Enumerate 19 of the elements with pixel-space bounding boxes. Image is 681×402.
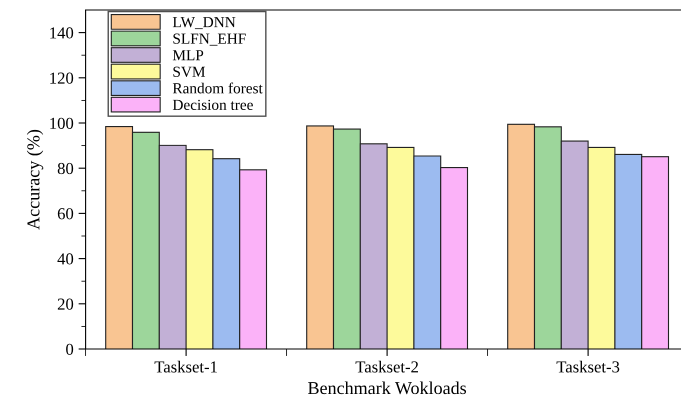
legend-label: Decision tree bbox=[172, 100, 253, 110]
y-tick-label: 20 bbox=[58, 298, 74, 310]
y-tick-label: 80 bbox=[58, 162, 74, 174]
x-tick-label: Taskset-1 bbox=[154, 360, 217, 373]
y-tick-label: 40 bbox=[57, 253, 74, 265]
legend-label: LW_DNN bbox=[172, 17, 236, 30]
legend-label: Random forest bbox=[172, 82, 263, 94]
legend-label: SVM bbox=[173, 66, 206, 77]
y-tick-label: 100 bbox=[50, 118, 74, 129]
x-tick-label: Taskset-2 bbox=[356, 360, 418, 373]
y-axis-title: Accuracy (%) bbox=[26, 130, 44, 230]
x-axis-title: Benchmark Wokloads bbox=[308, 381, 466, 394]
x-tick-label: Taskset-3 bbox=[556, 360, 620, 373]
y-tick-label: 140 bbox=[50, 27, 74, 39]
legend-label: MLP bbox=[172, 50, 204, 60]
y-tick-label: 120 bbox=[50, 72, 74, 84]
legend-label: SLFN_EHF bbox=[173, 34, 246, 46]
y-tick-label: 60 bbox=[58, 208, 74, 220]
y-tick-label: 0 bbox=[66, 344, 74, 355]
